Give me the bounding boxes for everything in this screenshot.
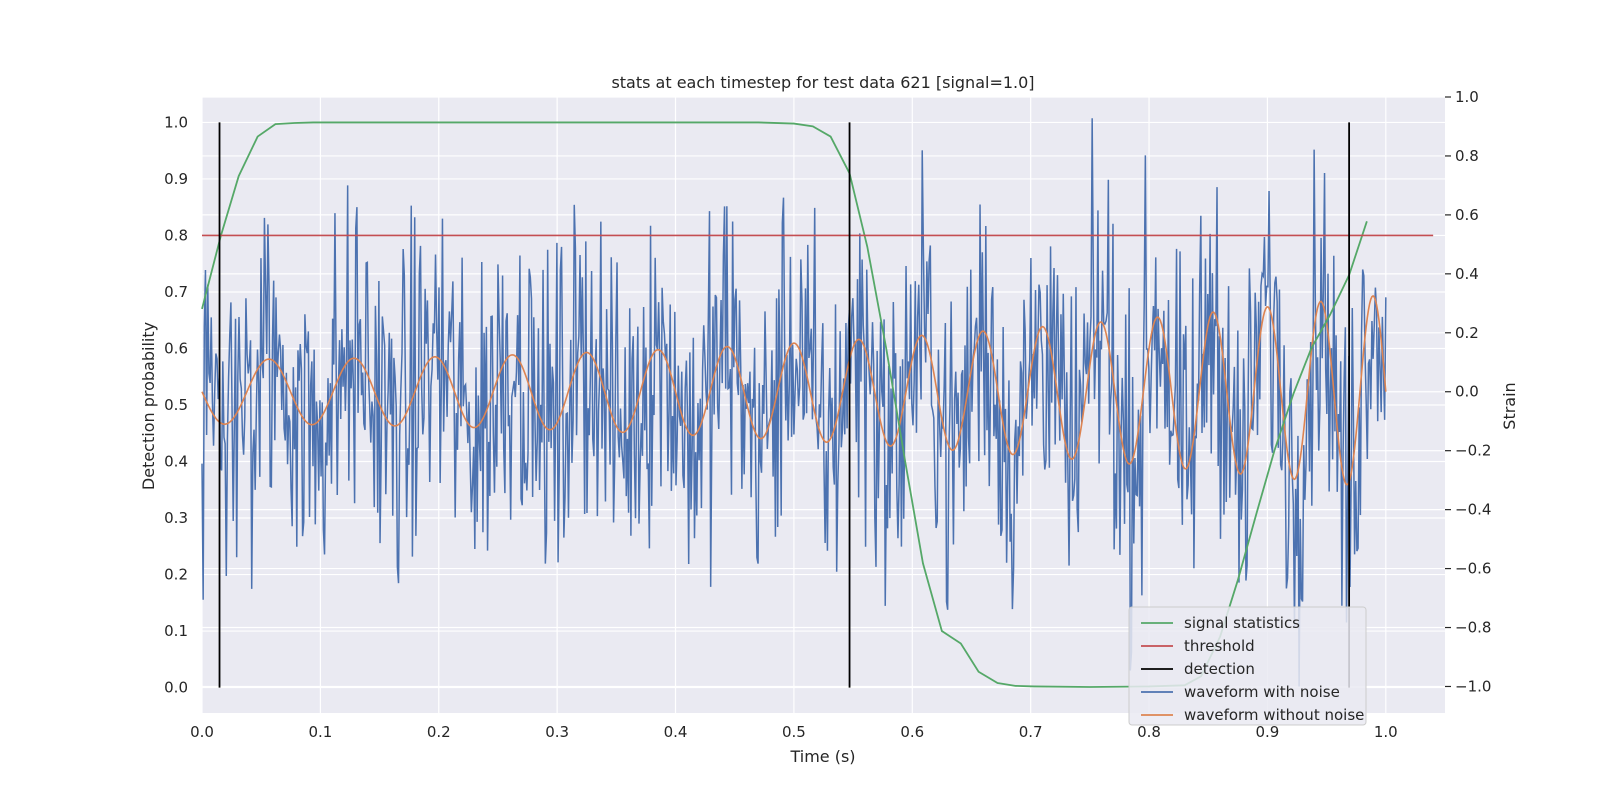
x-tick-label: 0.9 xyxy=(1255,723,1279,741)
y-tick-label: 0.1 xyxy=(164,622,188,640)
series-waveform-without-noise xyxy=(201,294,1387,486)
y-tick-label: 0.0 xyxy=(164,679,188,697)
y-axis-right-ticks: −1.0 −0.8 −0.6 −0.4 −0.2 0.0 0.2 0.4 0.6 0.8 1.0 xyxy=(1445,88,1491,695)
x-tick-label: 0.7 xyxy=(1019,723,1043,741)
x-axis-ticks: 0.0 0.1 0.2 0.3 0.4 0.5 0.6 0.7 0.8 0.9 1.0 xyxy=(190,723,1398,741)
chart-title: stats at each timestep for test data 621… xyxy=(611,73,1034,92)
legend-label: waveform without noise xyxy=(1184,706,1364,724)
legend: signal statistics threshold detection wavef… xyxy=(1128,606,1367,726)
y-tick-label: 0.6 xyxy=(164,339,188,357)
y-tick-label: 0.5 xyxy=(164,396,188,414)
y-tick-label: 0.3 xyxy=(164,509,188,527)
y-axis-left-ticks: 0.0 0.1 0.2 0.3 0.4 0.5 0.6 0.7 0.8 0.9 1.0 xyxy=(164,113,188,696)
y-right-tick-label: 0.6 xyxy=(1455,206,1479,224)
x-tick-label: 1.0 xyxy=(1374,723,1398,741)
x-tick-label: 0.5 xyxy=(782,723,806,741)
x-tick-label: 0.4 xyxy=(664,723,688,741)
y-right-tick-label: −0.6 xyxy=(1455,560,1491,578)
series-detection xyxy=(218,122,1351,688)
y-right-tick-label: 0.2 xyxy=(1455,324,1479,342)
y-tick-label: 1.0 xyxy=(164,113,188,131)
legend-label: waveform with noise xyxy=(1184,683,1340,701)
y-right-tick-label: 0.8 xyxy=(1455,147,1479,165)
x-tick-label: 0.8 xyxy=(1137,723,1161,741)
legend-label: threshold xyxy=(1184,637,1255,655)
y-axis-label: Detection probability xyxy=(139,322,158,490)
y-tick-label: 0.4 xyxy=(164,453,188,471)
y-right-tick-label: −0.2 xyxy=(1455,442,1491,460)
y-right-tick-label: 0.4 xyxy=(1455,265,1479,283)
y-right-tick-label: −0.4 xyxy=(1455,501,1491,519)
line-signal-statistics xyxy=(201,121,1368,688)
y-right-tick-label: −1.0 xyxy=(1455,677,1491,695)
x-tick-label: 0.0 xyxy=(190,723,214,741)
y-tick-label: 0.7 xyxy=(164,283,188,301)
legend-label: signal statistics xyxy=(1184,614,1300,632)
y-tick-label: 0.8 xyxy=(164,226,188,244)
x-tick-label: 0.1 xyxy=(308,723,332,741)
y-axis-right-label: Strain xyxy=(1500,382,1519,429)
x-axis-label: Time (s) xyxy=(789,747,855,766)
series-signal-statistics xyxy=(201,121,1368,688)
x-tick-label: 0.2 xyxy=(427,723,451,741)
legend-label: detection xyxy=(1184,660,1255,678)
x-tick-label: 0.3 xyxy=(545,723,569,741)
y-right-tick-label: 0.0 xyxy=(1455,383,1479,401)
y-right-tick-label: −0.8 xyxy=(1455,619,1491,637)
line-waveform-without-noise xyxy=(201,294,1387,486)
y-tick-label: 0.2 xyxy=(164,566,188,584)
y-tick-label: 0.9 xyxy=(164,170,188,188)
y-right-tick-label: 1.0 xyxy=(1455,88,1479,106)
legend-box xyxy=(1128,606,1367,726)
x-tick-label: 0.6 xyxy=(900,723,924,741)
